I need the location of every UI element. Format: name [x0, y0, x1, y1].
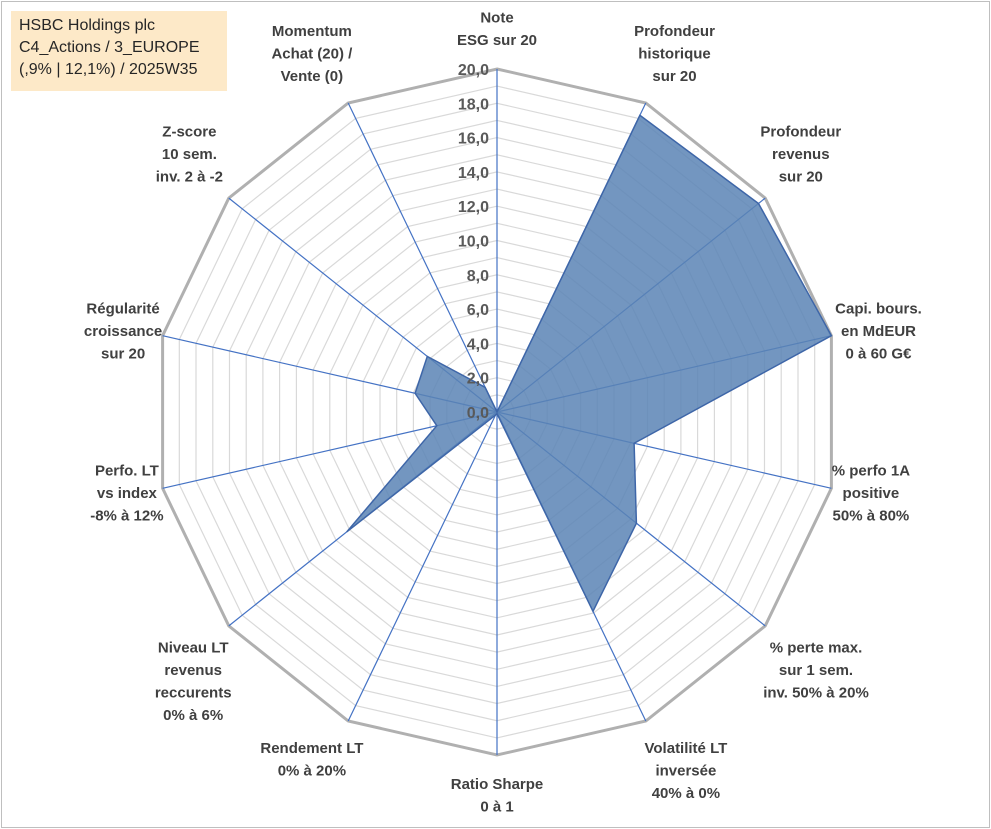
tick-label: 0,0	[467, 405, 489, 422]
axis-label: Capi. bours. en MdEUR 0 à 60 G€	[835, 301, 922, 363]
tick-label: 12,0	[458, 199, 489, 216]
info-company-name: HSBC Holdings plc	[19, 17, 156, 34]
info-category: C4_Actions / 3_EUROPE	[19, 39, 200, 56]
axis-label: Régularité croissance sur 20	[84, 301, 162, 363]
axis-spoke	[347, 411, 498, 722]
info-period: (,9% | 12,1%) / 2025W35	[19, 61, 198, 78]
axis-label: Volatilité LT inversée 40% à 0%	[645, 740, 728, 802]
tick-label: 20,0	[458, 62, 489, 79]
tick-label: 16,0	[458, 131, 489, 148]
axis-label: Niveau LT revenus reccurents 0% à 6%	[155, 639, 232, 724]
axis-spoke	[347, 102, 498, 413]
axis-label: Profondeur revenus sur 20	[760, 124, 841, 186]
series-polygon	[346, 114, 833, 614]
axis-label: % perfo 1A positive 50% à 80%	[832, 462, 911, 524]
tick-label: 8,0	[467, 268, 489, 285]
axis-label: Z-score 10 sem. inv. 2 à -2	[156, 124, 223, 186]
axis-label: Rendement LT 0% à 20%	[260, 740, 363, 780]
series-area	[346, 114, 833, 614]
info-box: HSBC Holdings plc C4_Actions / 3_EUROPE …	[11, 11, 227, 91]
axis-labels: Note ESG sur 20 Profondeur historique sur 20…	[84, 10, 922, 816]
axis-label: Note ESG sur 20	[457, 10, 537, 50]
tick-label: 18,0	[458, 96, 489, 113]
tick-label: 2,0	[467, 371, 489, 388]
axis-label: % perte max. sur 1 sem. inv. 50% à 20%	[763, 639, 869, 701]
axis-label: Ratio Sharpe 0 à 1	[451, 776, 544, 816]
tick-label: 4,0	[467, 336, 489, 353]
tick-label: 14,0	[458, 165, 489, 182]
radial-tick-labels: 0,0 2,0 4,0 6,0 8,0 10,0 12,0 14,0 16,0 18,0 20,0	[458, 62, 489, 422]
tick-label: 10,0	[458, 234, 489, 251]
tick-label: 6,0	[467, 302, 489, 319]
axis-label: Profondeur historique sur 20	[634, 23, 715, 85]
axis-label: Momentum Achat (20) / Vente (0)	[271, 23, 353, 85]
axis-label: Perfo. LT vs index -8% à 12%	[90, 462, 163, 524]
